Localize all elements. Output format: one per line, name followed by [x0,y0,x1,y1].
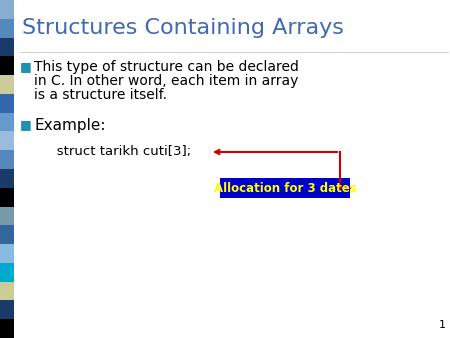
Text: Allocation for 3 dates: Allocation for 3 dates [214,182,356,194]
Bar [0,319,14,338]
Bar [0,75,14,94]
Bar [0,0,14,19]
Text: ■: ■ [20,118,32,131]
Text: This type of structure can be declared: This type of structure can be declared [34,60,299,74]
Bar [0,244,14,263]
Text: Structures Containing Arrays: Structures Containing Arrays [22,18,344,38]
Bar [0,207,14,225]
Bar [0,282,14,300]
Text: Example:: Example: [34,118,105,133]
Text: ■: ■ [20,60,32,73]
Bar [0,300,14,319]
Text: 1: 1 [439,320,446,330]
Text: is a structure itself.: is a structure itself. [34,88,167,102]
Text: in C. In other word, each item in array: in C. In other word, each item in array [34,74,298,88]
Bar [0,263,14,282]
Bar [0,169,14,188]
Bar [0,225,14,244]
Bar [0,38,14,56]
Bar [0,150,14,169]
Bar [0,56,14,75]
Bar [0,94,14,113]
FancyBboxPatch shape [220,178,350,198]
Bar [0,131,14,150]
Bar [0,19,14,38]
Bar [0,188,14,207]
Text: struct tarikh cuti[3];: struct tarikh cuti[3]; [44,145,191,158]
Bar [0,113,14,131]
